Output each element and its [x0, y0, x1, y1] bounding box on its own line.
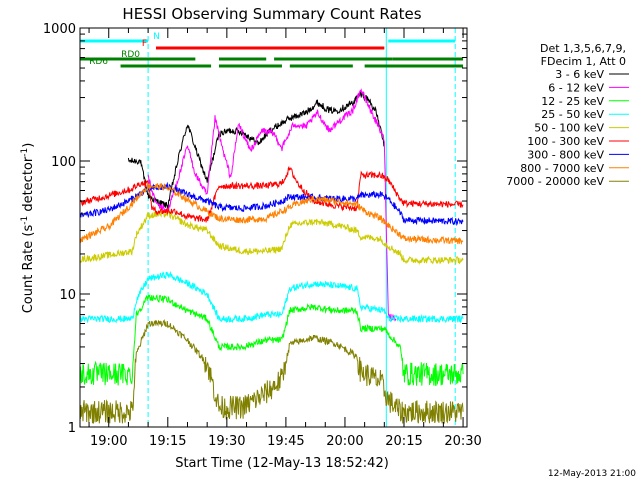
- y-axis-label-tail: detector: [21, 156, 36, 216]
- series-line-5: [80, 209, 464, 266]
- x-tick-label-6: 20:15: [385, 434, 422, 449]
- x-axis-label: Start Time (12-May-13 18:52:42): [175, 456, 389, 471]
- y-axis-label-sup: -1: [20, 216, 30, 225]
- axes-layer: 1 10 100 1000 19:00 19:15 19:30 19:45 20:00 20:15…: [43, 22, 482, 449]
- y-tick-label: 1: [68, 421, 76, 436]
- plot-layer: [80, 28, 464, 427]
- x-tick-label-5: 20:00: [326, 434, 363, 449]
- date-stamp: 12-May-2013 21:00: [548, 469, 636, 479]
- y-axis-label-sup2: -1: [20, 148, 30, 157]
- legend-header-line-2: FDecim 1, Att 0: [541, 55, 626, 68]
- series-line-1: [127, 90, 385, 209]
- y-axis-label-main: Count Rate (s: [21, 225, 36, 314]
- series-line-8: [80, 182, 464, 245]
- series-line-2: [147, 88, 397, 322]
- x-tick-label-7: 20:30: [444, 434, 481, 449]
- y-tick-label: 1000: [43, 22, 76, 37]
- y-tick-label: 100: [51, 155, 76, 170]
- legend: Det 1,3,5,6,7,9,FDecim 1, Att 03 - 6 keV…: [506, 42, 629, 188]
- legend-label-5: 50 - 100 keV: [534, 122, 604, 135]
- legend-label-8: 800 - 7000 keV: [520, 162, 604, 175]
- legend-header-line-1: Det 1,3,5,6,7,9,: [540, 42, 626, 55]
- series-line-4: [80, 270, 464, 324]
- flag-label-rd6: RD6: [89, 57, 108, 67]
- y-axis-label-end: ): [21, 143, 36, 148]
- legend-label-7: 300 - 800 keV: [527, 148, 604, 161]
- legend-label-9: 7000 - 20000 keV: [506, 175, 604, 188]
- series-line-6: [80, 165, 464, 223]
- series-line-9: [80, 319, 464, 424]
- y-tick-label: 10: [59, 288, 76, 303]
- flag-label-f: F: [142, 39, 147, 49]
- chart-title: HESSI Observing Summary Count Rates: [122, 5, 421, 23]
- series-line-7: [80, 181, 464, 227]
- series-line-3: [80, 294, 464, 387]
- x-tick-label-1: 19:00: [90, 434, 127, 449]
- flag-label-n: N: [153, 32, 160, 42]
- legend-label-4: 25 - 50 keV: [541, 108, 604, 121]
- legend-label-3: 12 - 25 keV: [541, 95, 604, 108]
- legend-label-6: 100 - 300 keV: [527, 135, 604, 148]
- y-axis-label: Count Rate (s-1 detector-1): [20, 143, 36, 314]
- legend-label-1: 3 - 6 keV: [555, 68, 604, 81]
- x-tick-label-4: 19:45: [267, 434, 304, 449]
- flag-label-rd0: RD0: [121, 50, 140, 60]
- plot-frame: [79, 27, 468, 428]
- x-tick-label-2: 19:15: [149, 434, 186, 449]
- x-tick-label-3: 19:30: [208, 434, 245, 449]
- legend-label-2: 6 - 12 keV: [548, 81, 604, 94]
